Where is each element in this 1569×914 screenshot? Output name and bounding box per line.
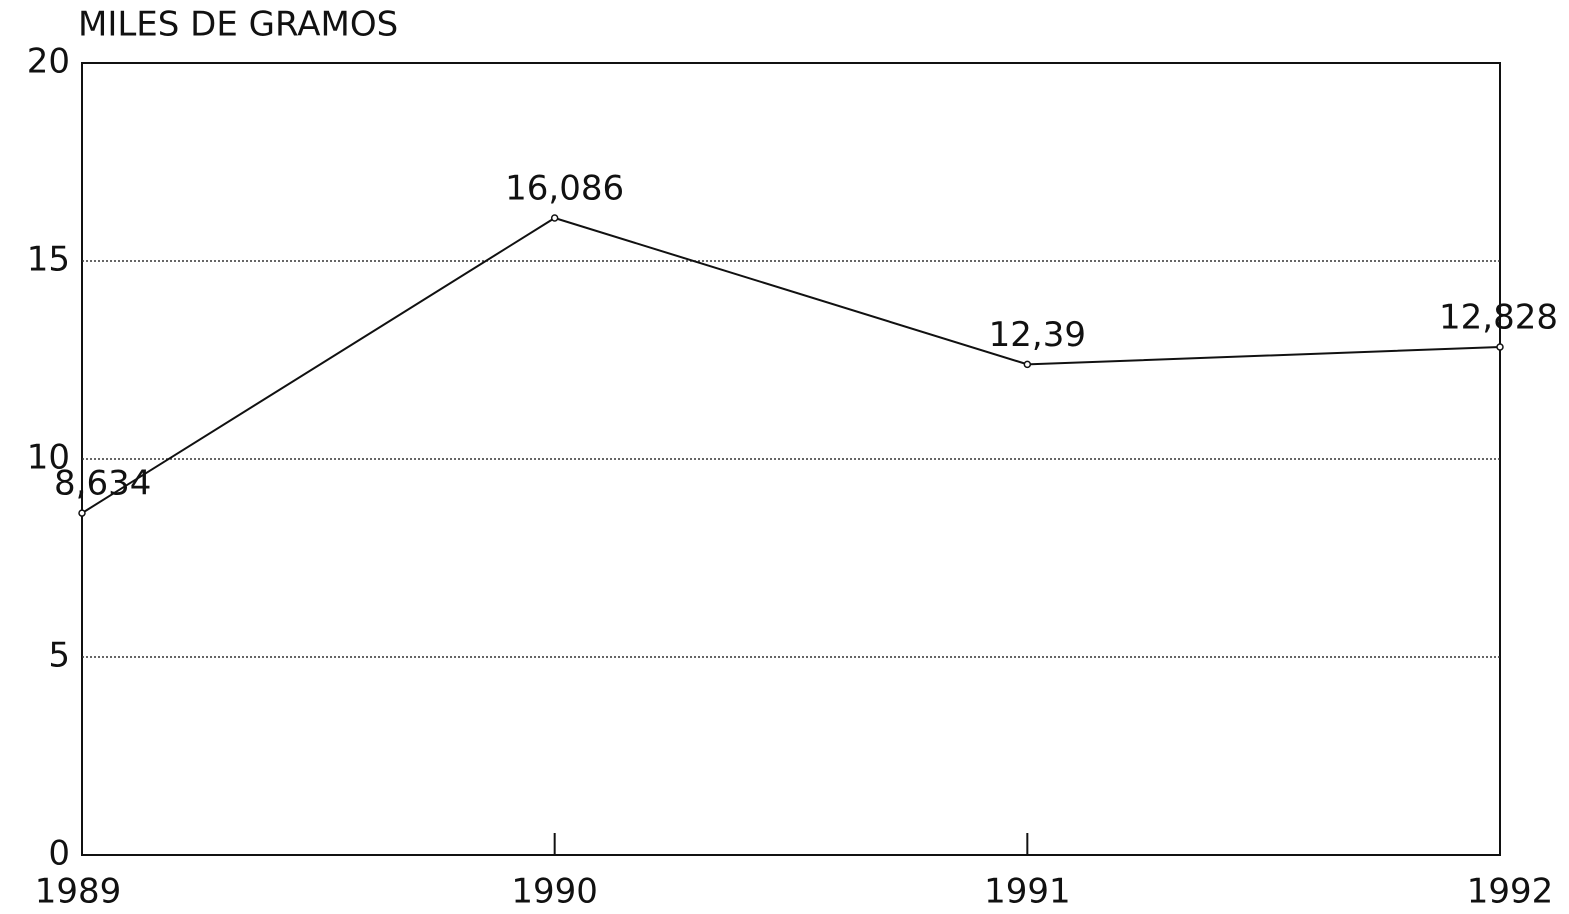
y-tick-label: 5 [48, 636, 70, 676]
data-label: 16,086 [505, 168, 624, 208]
x-tick-label: 1992 [1467, 872, 1554, 912]
y-tick-label: 0 [48, 834, 70, 874]
point [550, 214, 559, 222]
y-tick-label: 10 [27, 438, 70, 478]
x-tick-label: 1991 [984, 872, 1071, 912]
y-tick-label: 20 [27, 42, 70, 82]
line [81, 216, 1501, 514]
y-axis-label: MILES DE GRAMOS [78, 5, 398, 45]
point [1023, 360, 1032, 369]
y-tick-label: 15 [27, 240, 70, 280]
point [1496, 343, 1504, 351]
point [78, 509, 86, 517]
x-tick-label: 1989 [35, 872, 122, 912]
data-label: 8,634 [54, 464, 151, 504]
data-label: 12,828 [1439, 298, 1558, 338]
x-tick-label: 1990 [511, 872, 598, 912]
data-label: 12,39 [989, 315, 1086, 355]
